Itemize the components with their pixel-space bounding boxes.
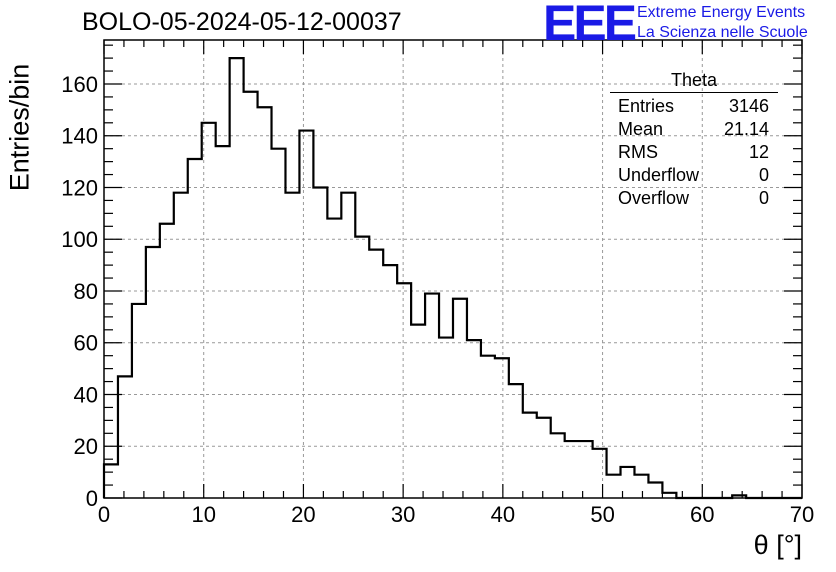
y-tick-label: 160 [61,72,98,97]
histogram-series [102,57,802,500]
x-tick-label: 20 [291,502,315,527]
plot-frame [103,39,803,499]
x-tick-label: 70 [790,502,814,527]
grid-lines [104,40,802,498]
stats-row-rms: RMS 12 [610,142,778,165]
stats-label: Overflow [618,188,690,208]
eee-logo: EEE [543,0,637,51]
stats-title: Theta [610,70,778,93]
stats-label: RMS [618,142,658,162]
stats-row-overflow: Overflow 0 [610,188,778,211]
y-tick-label: 60 [74,331,98,356]
y-tick-label: 40 [74,382,98,407]
stats-row-underflow: Underflow 0 [610,165,778,188]
stats-row-entries: Entries 3146 [610,96,778,119]
stats-value: 3146 [728,96,769,116]
y-tick-label: 120 [61,175,98,200]
x-axis-label: θ [°] [753,530,802,560]
y-axis-label-text: Entries/bin [4,63,35,192]
stats-value: 21.14 [723,119,769,139]
stats-label: Underflow [618,165,700,185]
chart-title: BOLO-05-2024-05-12-00037 [82,8,402,36]
y-tick-label: 140 [61,124,98,149]
logo-caption-line1: Extreme Energy Events [637,4,806,21]
y-tick-label: 0 [86,486,98,511]
x-tick-label: 30 [391,502,415,527]
stats-value: 0 [758,188,769,208]
stats-value: 12 [748,142,769,162]
x-tick-label: 40 [491,502,515,527]
stats-label: Mean [618,119,664,139]
stats-box: Theta Entries 3146 Mean 21.14 RMS 12 Underf… [610,70,778,211]
y-tick-label: 100 [61,227,98,252]
y-tick-label: 20 [74,434,98,459]
x-tick-label: 0 [98,502,110,527]
x-tick-label: 60 [690,502,714,527]
x-tick-label: 50 [590,502,614,527]
stats-label: Entries [618,96,675,116]
x-tick-label: 10 [191,502,215,527]
stats-row-mean: Mean 21.14 [610,119,778,142]
stats-value: 0 [758,165,769,185]
logo-caption-line2: La Scienza nelle Scuole [637,24,808,41]
y-tick-label: 80 [74,279,98,304]
